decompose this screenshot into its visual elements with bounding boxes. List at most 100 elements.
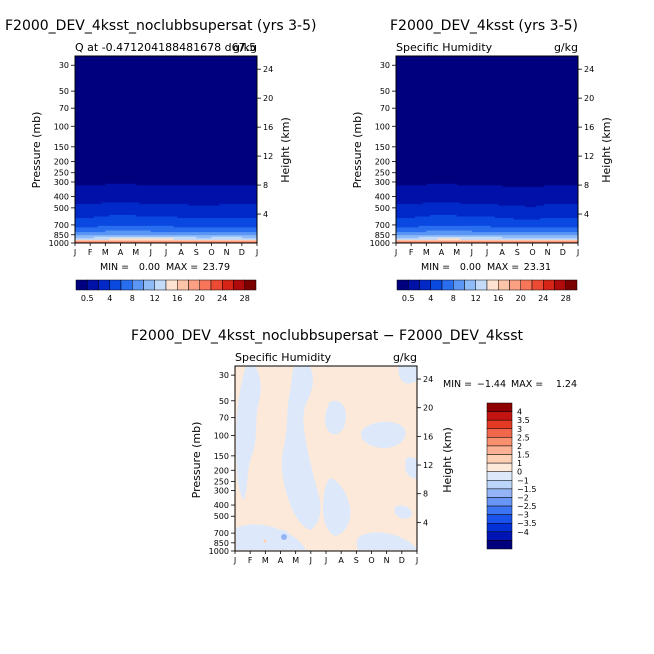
height-tick-label: 20 — [263, 94, 273, 103]
height-tick-label: 24 — [584, 65, 594, 74]
height-tick-label: 16 — [423, 432, 433, 441]
field-cell — [456, 214, 578, 217]
pressure-tick-label: 70 — [59, 104, 69, 113]
panel-1: F2000_DEV_4ksst_noclubbsupersat (yrs 3-5… — [5, 18, 316, 303]
field-cell — [75, 227, 257, 230]
field-cell — [396, 230, 427, 233]
diff-negative-region — [236, 366, 261, 500]
month-tick-label: N — [224, 248, 230, 257]
colorbar-swatch — [486, 514, 513, 524]
colorbar-swatch — [408, 279, 420, 291]
field-cell — [513, 218, 541, 221]
field-cell — [422, 202, 461, 205]
colorbar-label: 0.5 — [81, 294, 94, 303]
month-tick-label: J — [576, 248, 579, 257]
diff-negative-region — [356, 532, 417, 550]
pressure-tick-label: 700 — [375, 221, 390, 230]
colorbar-swatch — [464, 279, 476, 291]
field-cell — [396, 236, 420, 239]
month-tick-label: M — [423, 248, 430, 257]
colorbar-label: 2.5 — [517, 433, 530, 442]
pressure-tick-label: 300 — [214, 487, 229, 496]
pressure-tick-label: 50 — [380, 87, 390, 96]
colorbar-label: 8 — [130, 294, 135, 303]
field-cell — [75, 186, 257, 189]
colorbar-label: 12 — [150, 294, 160, 303]
panel-3-height-ticks: 4 8 12 16 20 24 — [417, 375, 433, 527]
panel-3-max-value: 1.24 — [556, 379, 577, 390]
field-cell — [75, 196, 257, 199]
field-cell — [75, 202, 102, 205]
month-tick-label: M — [292, 556, 299, 565]
pressure-tick-label: 30 — [219, 371, 229, 380]
height-tick-label: 12 — [584, 152, 594, 161]
pressure-tick-label: 300 — [375, 178, 390, 187]
field-cell — [430, 214, 458, 217]
field-cell — [460, 238, 578, 241]
colorbar-label: −2 — [517, 493, 529, 502]
field-cell — [396, 241, 578, 243]
panel-3-max-label: MAX = — [511, 379, 543, 390]
colorbar-swatch — [486, 488, 513, 498]
month-tick-label: A — [499, 248, 505, 257]
field-cell — [396, 205, 526, 208]
month-tick-label: J — [255, 248, 258, 257]
colorbar-swatch — [486, 411, 513, 421]
colorbar-label: 16 — [172, 294, 182, 303]
pressure-tick-label: 200 — [375, 157, 390, 166]
pressure-tick-label: 500 — [375, 204, 390, 213]
field-cell — [490, 225, 578, 228]
colorbar-label: 4 — [107, 294, 112, 303]
colorbar-label: 2 — [517, 442, 522, 451]
colorbar-swatch — [486, 462, 513, 472]
pressure-tick-label: 400 — [214, 501, 229, 510]
field-cell — [75, 207, 257, 210]
panel-2-plot-area — [395, 55, 579, 244]
field-cell — [396, 216, 416, 219]
colorbar-swatch — [486, 402, 513, 412]
panel-1-subtitle-left: Q at -0.471204188481678 d67.5 — [75, 41, 256, 54]
month-tick-label: S — [354, 556, 359, 565]
colorbar-label: 28 — [240, 294, 250, 303]
field-cell — [396, 185, 503, 188]
month-tick-label: A — [178, 248, 184, 257]
pressure-tick-label: 500 — [214, 512, 229, 521]
colorbar-label: 3.5 — [517, 416, 530, 425]
colorbar-swatch — [486, 540, 513, 550]
field-cell — [93, 216, 178, 219]
colorbar-swatch — [143, 279, 155, 291]
field-cell — [396, 194, 578, 197]
panel-2-colorbar: 0.5 4 8 12 16 20 24 28 — [396, 279, 578, 303]
colorbar-swatch — [244, 279, 257, 291]
field-cell — [109, 214, 137, 217]
diff-positive-core — [263, 539, 267, 543]
month-tick-label: M — [453, 248, 460, 257]
panel-2-min-value: 0.00 — [460, 262, 481, 273]
height-tick-label: 24 — [423, 375, 433, 384]
month-tick-label: S — [515, 248, 520, 257]
field-cell — [396, 202, 423, 205]
colorbar-swatch — [486, 522, 513, 533]
panel-1-subtitle-right: g/kg — [233, 41, 257, 54]
height-tick-label: 8 — [263, 181, 268, 190]
panel-1-max-label: MAX = — [166, 262, 198, 273]
colorbar-swatch — [430, 279, 443, 291]
pressure-tick-label: 200 — [214, 466, 229, 475]
pressure-tick-label: 100 — [375, 122, 390, 131]
colorbar-label: −1.5 — [517, 485, 536, 494]
month-tick-label: N — [545, 248, 551, 257]
field-cell — [418, 236, 503, 239]
panel-1-height-ticks: 4 8 12 16 20 24 — [257, 65, 273, 219]
colorbar-swatch — [98, 279, 110, 291]
pressure-tick-label: 250 — [54, 169, 69, 178]
field-cell — [75, 225, 99, 228]
pressure-tick-label: 200 — [54, 157, 69, 166]
height-tick-label: 4 — [263, 210, 268, 219]
height-tick-label: 4 — [423, 518, 428, 527]
pressure-tick-label: 850 — [214, 539, 229, 548]
field-cell — [536, 205, 578, 208]
height-tick-label: 8 — [584, 181, 589, 190]
field-cell — [75, 233, 257, 236]
height-tick-label: 20 — [584, 94, 594, 103]
